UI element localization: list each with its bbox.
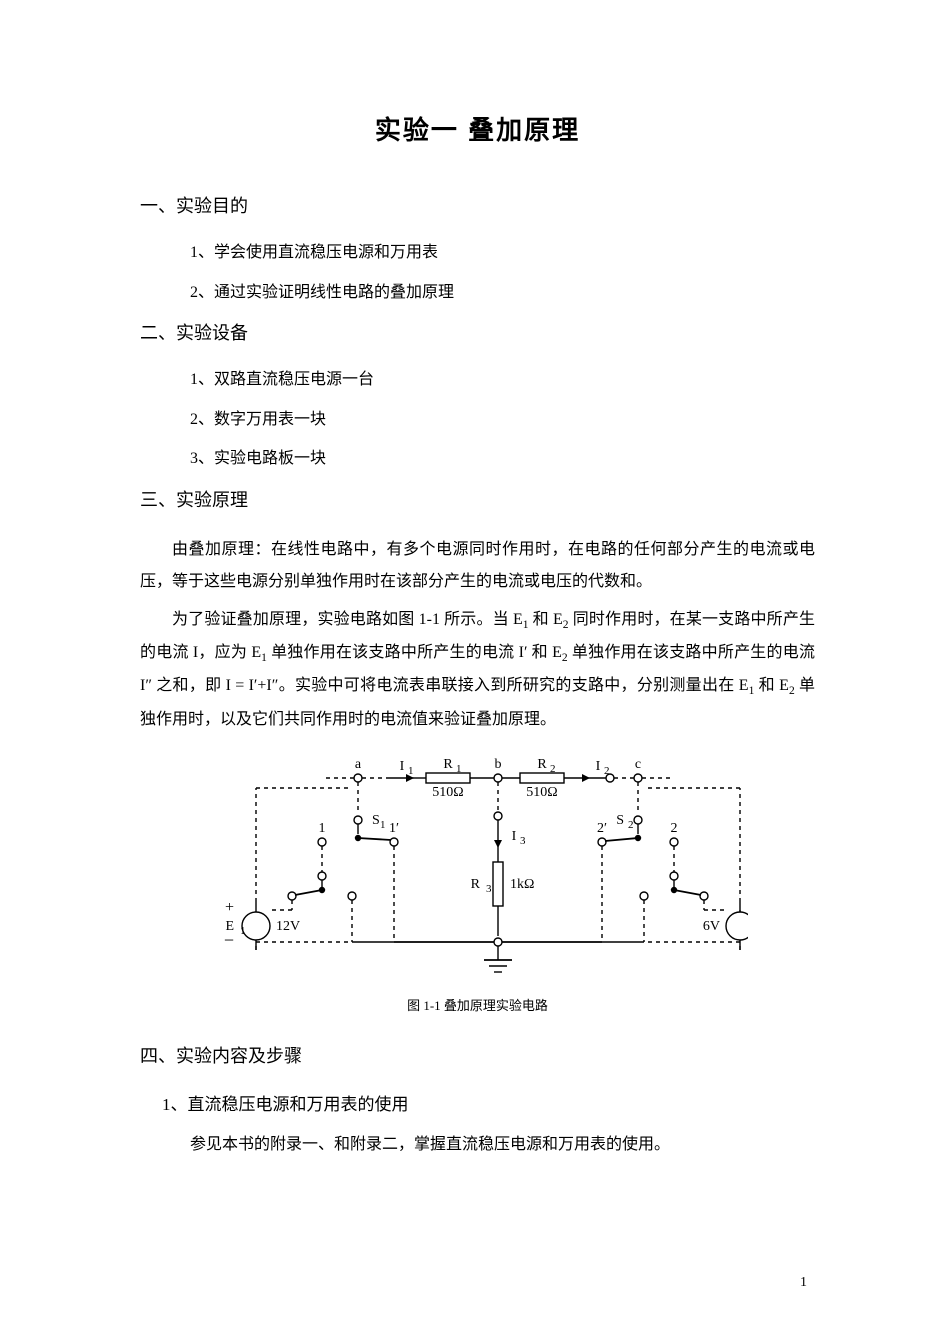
- s3p2b: 和 E: [528, 611, 562, 628]
- s3-paragraph-2: 为了验证叠加原理，实验电路如图 1-1 所示。当 E1 和 E2 同时作用时，在…: [140, 604, 815, 736]
- page-number: 1: [800, 1275, 807, 1291]
- svg-text:6V: 6V: [702, 919, 719, 934]
- svg-text:b: b: [494, 757, 501, 772]
- s2-item-3: 3、实验电路板一块: [190, 446, 815, 472]
- figure-caption: 图 1-1 叠加原理实验电路: [140, 995, 815, 1014]
- section-4-heading: 四、实验内容及步骤: [140, 1042, 815, 1068]
- svg-text:R: R: [537, 757, 547, 772]
- s1-item-2: 2、通过实验证明线性电路的叠加原理: [190, 280, 815, 306]
- svg-text:12V: 12V: [276, 919, 300, 934]
- svg-text:2: 2: [628, 819, 634, 831]
- s3p2d: 单独作用在该支路中所产生的电流 I′ 和 E: [267, 644, 562, 661]
- s2-item-2: 2、数字万用表一块: [190, 407, 815, 433]
- svg-text:1kΩ: 1kΩ: [510, 877, 534, 892]
- page-title: 实验一 叠加原理: [140, 110, 815, 147]
- svg-text:1: 1: [380, 819, 386, 831]
- s4-body: 参见本书的附录一、和附录二，掌握直流稳压电源和万用表的使用。: [190, 1129, 815, 1161]
- svg-text:3: 3: [520, 835, 526, 847]
- svg-text:R: R: [470, 877, 480, 892]
- section-2-heading: 二、实验设备: [140, 319, 815, 345]
- svg-text:510Ω: 510Ω: [432, 785, 463, 800]
- section-3-heading: 三、实验原理: [140, 486, 815, 512]
- svg-text:2: 2: [670, 821, 677, 836]
- svg-text:I: I: [595, 759, 600, 774]
- s1-item-1: 1、学会使用直流稳压电源和万用表: [190, 240, 815, 266]
- svg-text:3: 3: [486, 883, 492, 895]
- svg-text:2: 2: [550, 763, 556, 775]
- svg-text:I: I: [399, 759, 404, 774]
- svg-text:R: R: [443, 757, 453, 772]
- s3p2f: 和 E: [754, 677, 789, 694]
- svg-text:1′: 1′: [388, 821, 398, 836]
- svg-text:+: +: [224, 899, 233, 916]
- svg-text:1: 1: [240, 925, 246, 937]
- s2-item-1: 1、双路直流稳压电源一台: [190, 367, 815, 393]
- s3-paragraph-1: 由叠加原理：在线性电路中，有多个电源同时作用时，在电路的任何部分产生的电流或电压…: [140, 534, 815, 598]
- s4-subheading-1: 1、直流稳压电源和万用表的使用: [162, 1090, 815, 1115]
- section-1-heading: 一、实验目的: [140, 192, 815, 218]
- svg-text:1: 1: [456, 763, 462, 775]
- svg-text:a: a: [354, 757, 361, 772]
- svg-text:S: S: [372, 813, 380, 828]
- svg-text:S: S: [616, 813, 624, 828]
- svg-text:2′: 2′: [596, 821, 606, 836]
- svg-text:510Ω: 510Ω: [526, 785, 557, 800]
- svg-text:E: E: [225, 919, 234, 934]
- svg-text:c: c: [634, 757, 640, 772]
- svg-text:1: 1: [408, 765, 414, 777]
- s3p2a: 为了验证叠加原理，实验电路如图 1-1 所示。当 E: [172, 611, 523, 628]
- svg-text:1: 1: [318, 821, 325, 836]
- circuit-diagram: aI1R1510ΩbR2510ΩI2cI3R31kΩ11′S1+−E112V2′…: [208, 742, 748, 987]
- svg-text:I: I: [511, 829, 516, 844]
